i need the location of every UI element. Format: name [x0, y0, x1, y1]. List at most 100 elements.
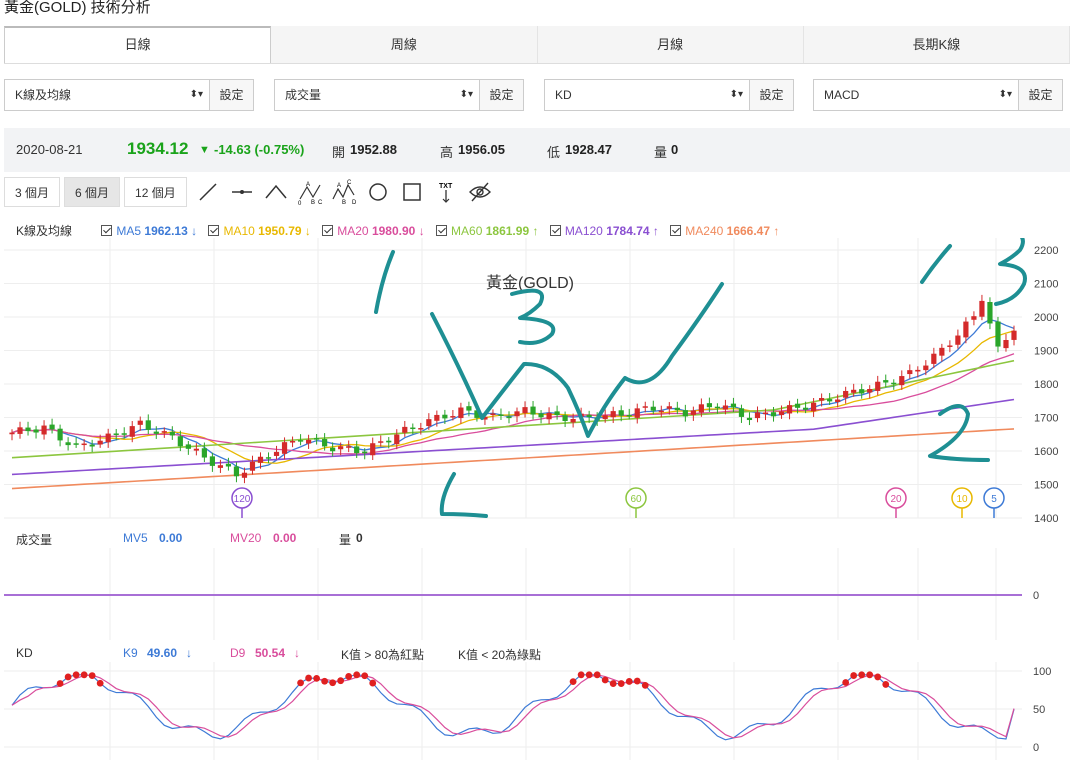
main-indicator-select[interactable]: K線及均線 ⬍▾	[4, 79, 210, 111]
annotation-2-bottom	[439, 472, 488, 518]
range-6m-button[interactable]: 6 個月	[64, 177, 121, 207]
kd-red-dot	[313, 674, 321, 682]
tab-long-term[interactable]: 長期K線	[804, 26, 1070, 63]
candle-body	[835, 399, 841, 402]
ma-legend-item-ma20[interactable]: MA20 1980.90 ↓	[322, 224, 425, 238]
ma-line	[11, 398, 1015, 476]
range-12m-button[interactable]: 12 個月	[124, 177, 187, 207]
candle-body	[33, 429, 39, 433]
candle-body	[554, 411, 560, 416]
ma-legend-item-ma10[interactable]: MA10 1950.79 ↓	[208, 224, 311, 238]
candle-body	[25, 427, 31, 432]
candle-body	[265, 457, 272, 459]
candle-body	[402, 426, 408, 433]
candle-body	[474, 410, 480, 418]
line-tool-icon[interactable]	[191, 177, 225, 207]
d-line	[11, 674, 1015, 739]
candle-body	[931, 353, 937, 364]
d9-label: D9	[230, 646, 246, 660]
ma-legend-item-ma120[interactable]: MA120 1784.74 ↑	[549, 224, 659, 238]
main-settings-button[interactable]: 設定	[210, 79, 254, 111]
candle-body	[794, 403, 801, 408]
vol-value: 0	[671, 142, 679, 157]
candle-body	[626, 414, 632, 417]
checkbox-icon[interactable]	[101, 225, 113, 236]
candle-body	[57, 428, 63, 441]
candle-body	[346, 446, 352, 448]
kd-red-dot	[625, 678, 633, 685]
kd-red-dot	[353, 671, 361, 679]
kd-red-dot	[96, 679, 104, 687]
kd-red-dot	[88, 672, 96, 679]
candle-body	[843, 390, 849, 398]
text-tool-icon[interactable]: TXT	[429, 177, 463, 207]
open-label: 開	[332, 145, 346, 160]
horizontal-line-icon[interactable]	[225, 177, 259, 207]
d9-arrow: ↓	[294, 646, 300, 660]
volume-qty-label: 量	[339, 533, 352, 547]
checkbox-icon[interactable]	[549, 225, 561, 236]
svg-text:C: C	[318, 200, 323, 205]
circle-icon[interactable]	[361, 177, 395, 207]
hide-eye-icon[interactable]	[463, 177, 497, 207]
svg-text:0: 0	[298, 201, 302, 205]
candle-body	[891, 382, 897, 385]
candle-body	[9, 432, 15, 435]
svg-text:A: A	[337, 183, 341, 189]
candle-body	[201, 448, 207, 458]
candle-body	[193, 448, 199, 451]
macd-indicator-select[interactable]: MACD ⬍▾	[813, 79, 1019, 111]
page-title: 黃金(GOLD) 技術分析	[4, 0, 151, 16]
tab-daily[interactable]: 日線	[4, 26, 272, 63]
candle-body	[17, 427, 23, 434]
candle-body	[530, 406, 536, 415]
checkbox-icon[interactable]	[322, 225, 334, 236]
volume-chart[interactable]: 0	[0, 548, 1080, 640]
candle-body	[786, 405, 793, 414]
angle-icon[interactable]	[259, 177, 293, 207]
kd-indicator-select[interactable]: KD ⬍▾	[544, 79, 750, 111]
y-tick-label: 1500	[1034, 480, 1058, 492]
candle-body	[233, 466, 240, 477]
mv5-label: MV5	[123, 531, 148, 545]
select-arrows-icon: ⬍▾	[998, 89, 1012, 100]
candle-body	[570, 418, 576, 423]
kd-red-dot	[866, 671, 874, 679]
candle-body	[811, 402, 817, 412]
candlestick-chart[interactable]: 黃金(GOLD) 2200 2100 2000 1900 1800 1700 1600 150…	[0, 238, 1080, 528]
k-line	[11, 674, 1015, 741]
kd-chart[interactable]: 100 50 0	[0, 662, 1080, 760]
y-tick-label: 1600	[1034, 446, 1058, 458]
checkbox-icon[interactable]	[670, 225, 682, 236]
tab-weekly[interactable]: 周線	[271, 26, 538, 63]
indicator-selectors: K線及均線 ⬍▾ 設定 成交量 ⬍▾ 設定 KD ⬍▾ 設定 MACD ⬍▾ 設定	[4, 79, 1070, 113]
ma-legend-item-ma240[interactable]: MA240 1666.47 ↑	[670, 224, 779, 238]
candle-body	[947, 345, 953, 347]
range-3m-button[interactable]: 3 個月	[4, 177, 61, 207]
tab-monthly[interactable]: 月線	[538, 26, 804, 63]
checkbox-icon[interactable]	[436, 225, 448, 236]
ma-line	[11, 330, 1015, 464]
candle-body	[522, 407, 528, 414]
ma-legend-item-ma60[interactable]: MA60 1861.99 ↑	[436, 224, 538, 238]
rectangle-icon[interactable]	[395, 177, 429, 207]
ma-legend-item-ma5[interactable]: MA5 1962.13 ↓	[101, 224, 197, 238]
main-indicator-value: K線及均線	[15, 88, 72, 102]
volume-indicator-select[interactable]: 成交量 ⬍▾	[274, 79, 480, 111]
abc-pattern-icon[interactable]: A B 0 C	[293, 177, 327, 207]
candle-body	[1003, 340, 1009, 349]
checkbox-icon[interactable]	[208, 225, 220, 236]
volume-settings-button[interactable]: 設定	[480, 79, 524, 111]
open-value: 1952.88	[350, 142, 397, 157]
macd-settings-button[interactable]: 設定	[1019, 79, 1063, 111]
volume-indicator-value: 成交量	[285, 88, 322, 102]
kd-settings-button[interactable]: 設定	[750, 79, 794, 111]
kd-red-dot	[577, 671, 585, 679]
candle-body	[754, 412, 761, 419]
select-arrows-icon: ⬍▾	[729, 89, 743, 100]
candle-body	[161, 431, 167, 433]
candle-body	[514, 411, 520, 417]
kd-red-dot	[345, 673, 353, 680]
candle-body	[706, 403, 712, 408]
